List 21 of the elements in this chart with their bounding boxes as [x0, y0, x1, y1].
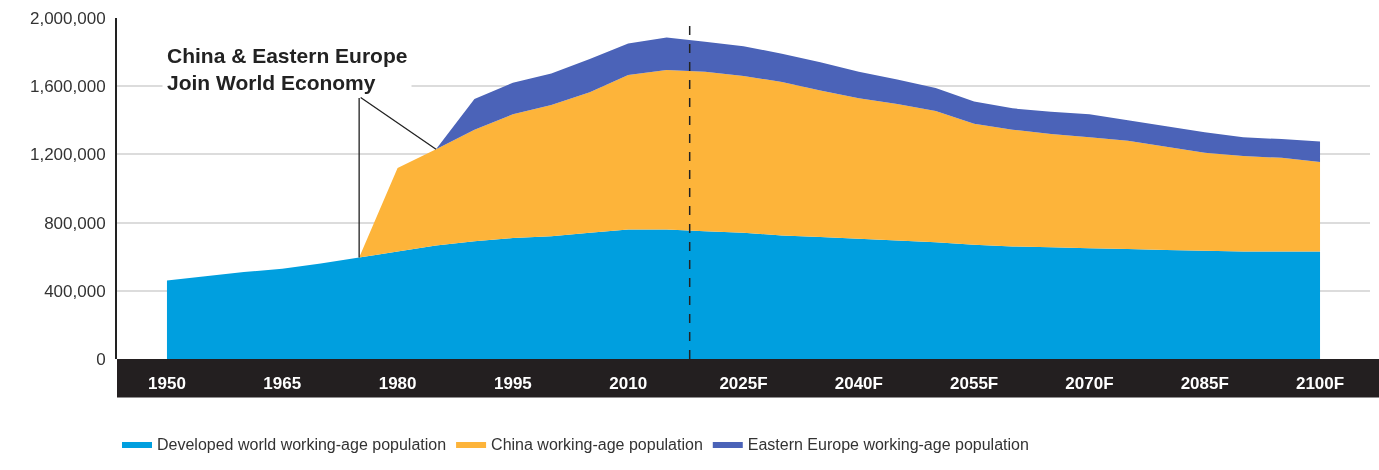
legend-label: Eastern Europe working-age population — [747, 436, 1029, 454]
x-tick-label: 2040F — [834, 374, 883, 393]
x-tick-label: 2085F — [1180, 374, 1229, 393]
y-tick-label: 400,000 — [44, 281, 106, 301]
x-tick-label: 2025F — [719, 374, 768, 393]
x-tick-label: 1950 — [148, 374, 186, 393]
x-tick-label: 1995 — [493, 374, 532, 393]
legend-label: Developed world working-age population — [157, 436, 447, 454]
x-tick-label: 2055F — [950, 374, 999, 393]
x-tick-label: 1980 — [378, 374, 417, 393]
y-tick-label: 1,600,000 — [29, 77, 106, 97]
y-tick-label: 1,200,000 — [29, 145, 106, 165]
x-tick-label: 2100F — [1295, 374, 1345, 393]
x-tick-label: 2010 — [609, 374, 648, 393]
x-tick-label: 1965 — [263, 374, 302, 393]
annotation: China & Eastern Europe Join World Economy — [167, 44, 408, 95]
y-tick-label: 800,000 — [44, 213, 106, 233]
legend-label: China working-age population — [491, 436, 703, 454]
y-tick-label: 0 — [96, 349, 106, 369]
y-tick-label: 2,000,000 — [29, 8, 106, 28]
x-tick-label: 2070F — [1065, 374, 1114, 393]
